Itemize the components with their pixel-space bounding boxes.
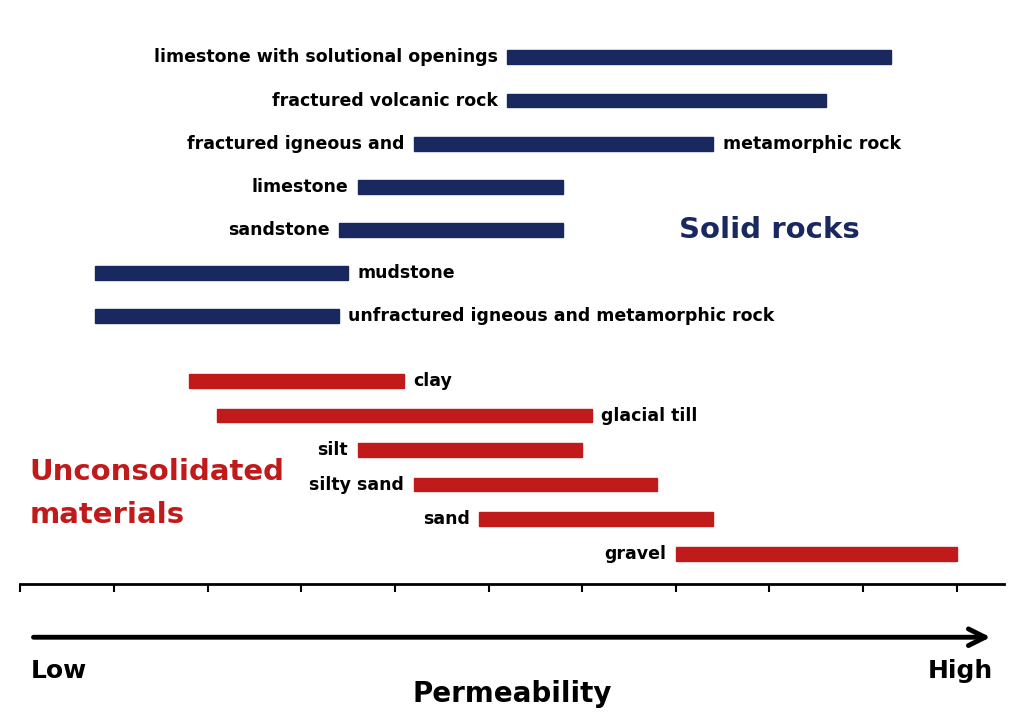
Text: unfractured igneous and metamorphic rock: unfractured igneous and metamorphic rock: [348, 308, 774, 325]
Text: Permeability: Permeability: [413, 680, 611, 708]
Text: fractured volcanic rock: fractured volcanic rock: [272, 92, 498, 110]
Text: metamorphic rock: metamorphic rock: [723, 135, 901, 152]
Text: sand: sand: [423, 510, 470, 528]
Text: gravel: gravel: [604, 545, 667, 562]
Text: clay: clay: [414, 372, 453, 390]
Bar: [414, 478, 657, 491]
Bar: [357, 443, 583, 457]
Text: limestone: limestone: [252, 178, 348, 196]
Bar: [217, 409, 592, 422]
Bar: [357, 180, 563, 194]
Bar: [414, 137, 714, 151]
Text: limestone with solutional openings: limestone with solutional openings: [154, 48, 498, 66]
Text: silty sand: silty sand: [309, 476, 404, 493]
Text: fractured igneous and: fractured igneous and: [186, 135, 404, 152]
Text: mudstone: mudstone: [357, 264, 455, 282]
Bar: [676, 547, 956, 560]
Text: High: High: [928, 659, 993, 683]
Text: Unconsolidated: Unconsolidated: [30, 458, 285, 486]
Text: silt: silt: [317, 441, 348, 459]
Bar: [189, 374, 404, 388]
Bar: [339, 223, 563, 237]
Text: materials: materials: [30, 501, 185, 529]
Bar: [479, 512, 714, 526]
Text: glacial till: glacial till: [601, 407, 697, 424]
Bar: [507, 94, 825, 108]
Text: sandstone: sandstone: [227, 221, 330, 239]
Text: Solid rocks: Solid rocks: [679, 216, 860, 244]
Bar: [95, 266, 348, 280]
Text: Low: Low: [31, 659, 87, 683]
Bar: [507, 51, 891, 64]
Bar: [95, 310, 339, 323]
